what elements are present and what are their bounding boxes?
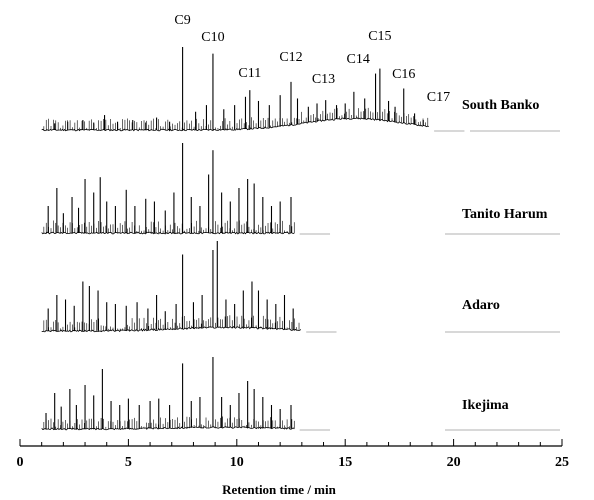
x-tick-label: 5 — [125, 455, 132, 470]
peak-label-c17: C17 — [427, 90, 450, 105]
trace-baseline — [41, 325, 302, 333]
trace-baseline — [41, 231, 295, 235]
trace-adaro — [41, 241, 302, 333]
x-tick-label: 10 — [230, 455, 244, 470]
sample-label-group: South Banko Tanito Harum Adaro Ikejima — [462, 98, 548, 413]
x-tick-label: 20 — [447, 455, 461, 470]
x-axis-title: Retention time / min — [222, 482, 337, 497]
peak-label-c13: C13 — [312, 72, 335, 87]
peak-label-group: C9 C10 C11 C12 C13 C14 C15 C16 C17 — [174, 13, 450, 105]
sample-label-south-banko: South Banko — [462, 98, 539, 113]
x-tick-label: 15 — [338, 455, 352, 470]
trace-tanito-harum — [41, 143, 295, 235]
trace-baseline — [41, 117, 429, 132]
trace-south-banko — [41, 47, 429, 132]
peak-label-c15: C15 — [368, 29, 391, 44]
sample-label-ikejima: Ikejima — [462, 398, 509, 413]
x-tick-group: 0 5 10 15 20 25 — [17, 439, 569, 470]
peak-label-c16: C16 — [392, 67, 415, 82]
trace-ikejima — [41, 357, 295, 431]
trace-baseline — [41, 426, 295, 431]
x-tick-label: 0 — [17, 455, 24, 470]
sample-label-adaro: Adaro — [462, 298, 500, 313]
sample-label-tanito-harum: Tanito Harum — [462, 207, 548, 222]
x-tick-label: 25 — [555, 455, 569, 470]
peak-label-c10: C10 — [201, 30, 224, 45]
peak-label-c14: C14 — [347, 52, 370, 67]
peak-label-c9: C9 — [174, 13, 190, 28]
trace-group — [41, 47, 429, 431]
peak-label-c11: C11 — [238, 66, 261, 81]
baseline-group — [299, 130, 560, 431]
peak-label-c12: C12 — [279, 50, 302, 65]
